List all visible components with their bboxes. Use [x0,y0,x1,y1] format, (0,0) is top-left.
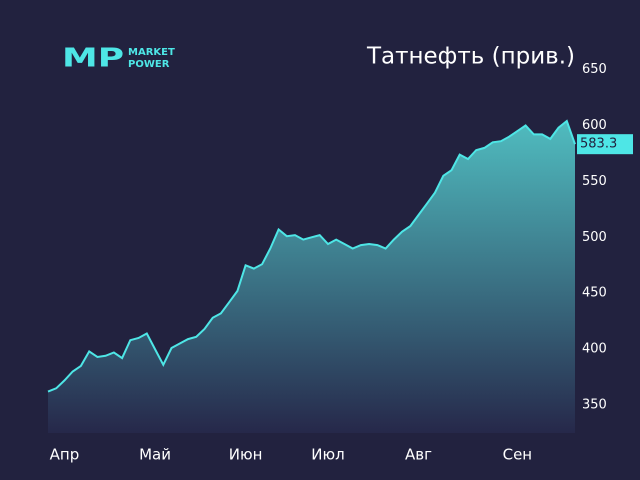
last-value-box [577,134,633,155]
x-tick-label: Сен [503,446,533,464]
logo: MP MARKET POWER [62,44,175,74]
y-tick-label: 550 [582,174,607,189]
chart-title: Татнефть (прив.) [366,44,575,70]
x-tick-label: Апр [50,446,80,464]
y-tick-label: 650 [582,62,607,77]
logo-text: MARKET [128,47,175,58]
logo-mark: MP [62,44,124,74]
y-tick-label: 450 [582,286,607,301]
y-tick-label: 600 [582,118,607,133]
y-tick-label: 400 [582,342,607,357]
x-tick-label: Май [139,446,171,464]
x-tick-label: Июл [311,446,344,464]
x-tick-label: Авг [405,446,432,464]
y-tick-label: 500 [582,230,607,245]
area [48,121,575,433]
y-tick-label: 350 [582,398,607,413]
last-value-label: 583.3 [580,137,617,152]
x-tick-label: Июн [229,446,263,464]
line [47,119,576,393]
logo-text: POWER [128,59,170,70]
